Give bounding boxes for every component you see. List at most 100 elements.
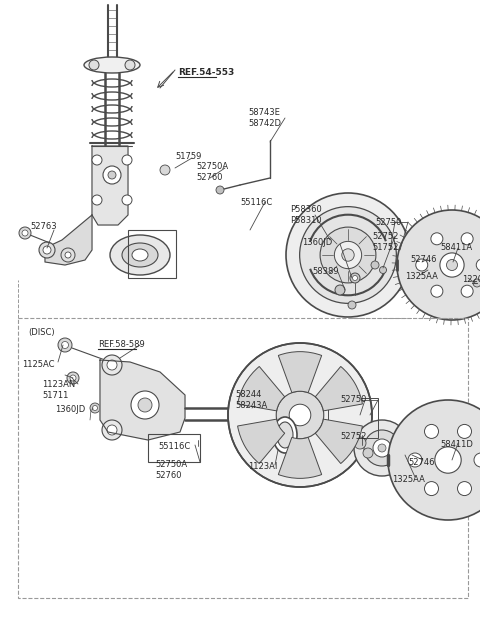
Text: 51759: 51759 bbox=[175, 152, 202, 161]
Circle shape bbox=[65, 252, 71, 258]
Circle shape bbox=[416, 259, 428, 271]
Text: 58389: 58389 bbox=[312, 267, 338, 276]
Circle shape bbox=[457, 425, 471, 439]
Circle shape bbox=[342, 249, 354, 261]
Circle shape bbox=[378, 444, 386, 452]
Circle shape bbox=[424, 481, 439, 495]
Circle shape bbox=[473, 279, 480, 287]
Circle shape bbox=[286, 193, 410, 317]
Circle shape bbox=[335, 285, 345, 295]
Circle shape bbox=[335, 242, 361, 269]
Circle shape bbox=[350, 273, 360, 283]
Wedge shape bbox=[238, 367, 285, 411]
Bar bbox=[18, 318, 468, 598]
Circle shape bbox=[276, 391, 324, 439]
Wedge shape bbox=[315, 367, 362, 411]
Text: 52750A
52760: 52750A 52760 bbox=[155, 460, 187, 480]
Circle shape bbox=[457, 481, 471, 495]
Circle shape bbox=[354, 420, 410, 476]
Circle shape bbox=[424, 425, 439, 439]
Circle shape bbox=[371, 261, 379, 269]
Circle shape bbox=[160, 165, 170, 175]
Polygon shape bbox=[92, 146, 128, 225]
Wedge shape bbox=[238, 419, 285, 464]
Circle shape bbox=[102, 355, 122, 375]
Circle shape bbox=[373, 439, 391, 457]
Circle shape bbox=[138, 398, 152, 412]
Text: 1360JD: 1360JD bbox=[302, 238, 332, 247]
Circle shape bbox=[22, 230, 28, 236]
Circle shape bbox=[412, 254, 428, 270]
Text: 1360JD: 1360JD bbox=[55, 405, 85, 414]
Circle shape bbox=[92, 195, 102, 205]
Text: 52763: 52763 bbox=[30, 222, 57, 231]
Ellipse shape bbox=[122, 243, 158, 267]
Wedge shape bbox=[278, 437, 322, 478]
Text: 52746: 52746 bbox=[410, 255, 436, 264]
Circle shape bbox=[300, 206, 396, 304]
Text: 1123AI: 1123AI bbox=[248, 462, 277, 471]
Text: 58411A: 58411A bbox=[440, 243, 472, 252]
Circle shape bbox=[431, 233, 443, 245]
Ellipse shape bbox=[110, 235, 170, 275]
Circle shape bbox=[363, 448, 373, 458]
Circle shape bbox=[108, 171, 116, 179]
Circle shape bbox=[398, 240, 442, 284]
Circle shape bbox=[352, 276, 358, 281]
Bar bbox=[328, 398, 378, 438]
Circle shape bbox=[93, 406, 97, 411]
Text: 52750: 52750 bbox=[375, 218, 401, 227]
Circle shape bbox=[102, 420, 122, 440]
Circle shape bbox=[122, 155, 132, 165]
Ellipse shape bbox=[273, 417, 297, 453]
Circle shape bbox=[446, 259, 457, 271]
Circle shape bbox=[474, 453, 480, 467]
Circle shape bbox=[92, 155, 102, 165]
Circle shape bbox=[122, 195, 132, 205]
Circle shape bbox=[388, 400, 480, 520]
Circle shape bbox=[435, 447, 461, 473]
Circle shape bbox=[431, 285, 443, 297]
Circle shape bbox=[19, 227, 31, 239]
Text: 58244
58243A: 58244 58243A bbox=[235, 390, 267, 410]
Circle shape bbox=[89, 60, 99, 70]
Circle shape bbox=[408, 453, 422, 467]
Polygon shape bbox=[45, 215, 92, 265]
Text: 52746: 52746 bbox=[408, 458, 434, 467]
Circle shape bbox=[354, 437, 366, 449]
Circle shape bbox=[107, 425, 117, 435]
Circle shape bbox=[416, 258, 424, 266]
Text: 1125AC: 1125AC bbox=[22, 360, 55, 369]
Circle shape bbox=[320, 227, 376, 283]
Circle shape bbox=[39, 242, 55, 258]
Ellipse shape bbox=[132, 249, 148, 261]
Text: 52750: 52750 bbox=[340, 395, 366, 404]
Text: (DISC): (DISC) bbox=[28, 328, 55, 337]
Circle shape bbox=[348, 301, 356, 309]
Circle shape bbox=[461, 285, 473, 297]
Circle shape bbox=[216, 186, 224, 194]
Circle shape bbox=[397, 210, 480, 320]
Circle shape bbox=[405, 247, 435, 277]
Text: REF.54-553: REF.54-553 bbox=[178, 68, 234, 77]
Circle shape bbox=[107, 360, 117, 370]
Circle shape bbox=[364, 430, 400, 466]
Circle shape bbox=[228, 343, 372, 487]
Text: P58360
P58310: P58360 P58310 bbox=[290, 205, 322, 225]
Text: 52752: 52752 bbox=[340, 432, 366, 441]
Circle shape bbox=[90, 403, 100, 413]
Circle shape bbox=[131, 391, 159, 419]
Circle shape bbox=[125, 60, 135, 70]
Circle shape bbox=[440, 253, 464, 277]
Circle shape bbox=[289, 404, 311, 426]
Text: 58411D: 58411D bbox=[440, 440, 473, 449]
Circle shape bbox=[67, 372, 79, 384]
Text: 1325AA: 1325AA bbox=[405, 272, 438, 281]
Text: REF.58-589: REF.58-589 bbox=[98, 340, 145, 349]
Text: 1123AN
51711: 1123AN 51711 bbox=[42, 380, 75, 400]
Circle shape bbox=[476, 259, 480, 271]
Circle shape bbox=[380, 266, 386, 273]
Circle shape bbox=[61, 248, 75, 262]
Text: 1220FS: 1220FS bbox=[462, 275, 480, 284]
Circle shape bbox=[61, 341, 69, 348]
